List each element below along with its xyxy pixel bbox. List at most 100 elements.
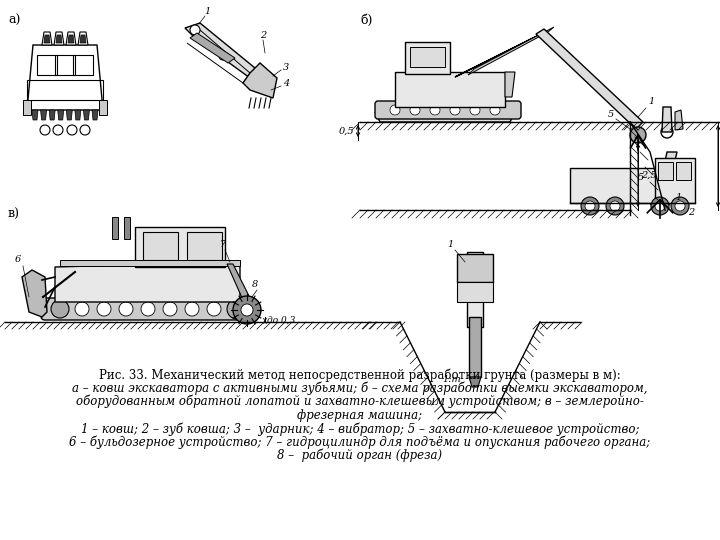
Polygon shape xyxy=(662,107,672,132)
Circle shape xyxy=(141,302,155,316)
Text: 3: 3 xyxy=(283,63,289,72)
Bar xyxy=(187,232,222,260)
Circle shape xyxy=(390,105,400,115)
Bar xyxy=(135,227,225,267)
FancyBboxPatch shape xyxy=(41,298,244,320)
Circle shape xyxy=(630,127,646,143)
Bar xyxy=(395,72,505,107)
Bar xyxy=(467,252,483,327)
Circle shape xyxy=(610,201,620,211)
Text: 5: 5 xyxy=(608,110,614,119)
Polygon shape xyxy=(75,110,81,120)
Circle shape xyxy=(190,25,200,35)
Polygon shape xyxy=(190,33,235,63)
Text: фрезерная машина;: фрезерная машина; xyxy=(297,408,423,422)
Text: 2: 2 xyxy=(688,208,694,217)
Polygon shape xyxy=(455,32,545,77)
Polygon shape xyxy=(22,270,47,317)
Text: б): б) xyxy=(360,14,372,27)
Text: в): в) xyxy=(8,208,20,221)
Polygon shape xyxy=(227,264,251,300)
Polygon shape xyxy=(66,32,76,45)
Bar xyxy=(469,317,481,377)
Polygon shape xyxy=(468,27,554,75)
Text: оборудованным обратной лопатой и захватно-клешевым устройством; в – землеройно-: оборудованным обратной лопатой и захватн… xyxy=(76,395,644,408)
Text: 2,5: 2,5 xyxy=(641,171,657,179)
Polygon shape xyxy=(55,262,240,302)
Polygon shape xyxy=(185,23,255,78)
Circle shape xyxy=(51,300,69,318)
Polygon shape xyxy=(68,35,74,43)
Circle shape xyxy=(470,105,480,115)
Bar xyxy=(23,100,31,115)
Polygon shape xyxy=(84,110,89,120)
Bar xyxy=(55,55,75,75)
Polygon shape xyxy=(78,32,88,45)
Text: 4: 4 xyxy=(283,79,289,88)
Circle shape xyxy=(650,190,670,210)
Bar xyxy=(60,260,240,266)
Polygon shape xyxy=(54,32,64,45)
Polygon shape xyxy=(675,110,683,130)
Polygon shape xyxy=(469,377,481,387)
Polygon shape xyxy=(80,35,86,43)
Text: 6 – бульдозерное устройство; 7 – гидроцилиндр для подъёма и опускания рабочего о: 6 – бульдозерное устройство; 7 – гидроци… xyxy=(69,435,651,449)
Bar xyxy=(457,254,493,282)
Text: 1: 1 xyxy=(648,97,654,106)
Text: 0,5: 0,5 xyxy=(338,126,354,136)
Circle shape xyxy=(585,201,595,211)
Text: 1 – ковш; 2 – зуб ковша; 3 –  ударник; 4 – вибратор; 5 – захватно-клешевое устро: 1 – ковш; 2 – зуб ковша; 3 – ударник; 4 … xyxy=(81,422,639,435)
Circle shape xyxy=(410,105,420,115)
Bar xyxy=(658,162,673,180)
Polygon shape xyxy=(32,110,38,120)
Circle shape xyxy=(606,197,624,215)
Polygon shape xyxy=(42,32,52,45)
FancyBboxPatch shape xyxy=(375,101,521,119)
Circle shape xyxy=(207,302,221,316)
Text: 7: 7 xyxy=(220,240,226,249)
Text: 6: 6 xyxy=(15,255,22,264)
Text: 1:m: 1:m xyxy=(443,375,462,384)
Circle shape xyxy=(450,105,460,115)
Text: а): а) xyxy=(8,14,20,27)
Text: до 0,3: до 0,3 xyxy=(267,315,295,325)
Circle shape xyxy=(671,197,689,215)
Bar xyxy=(37,55,57,75)
Circle shape xyxy=(651,197,669,215)
Circle shape xyxy=(661,126,673,138)
Bar xyxy=(676,162,691,180)
Bar xyxy=(410,47,445,67)
Circle shape xyxy=(53,302,67,316)
Bar xyxy=(570,168,665,203)
Polygon shape xyxy=(44,35,50,43)
Polygon shape xyxy=(375,112,515,122)
Circle shape xyxy=(229,302,243,316)
Circle shape xyxy=(581,197,599,215)
Polygon shape xyxy=(40,110,47,120)
Polygon shape xyxy=(66,110,72,120)
Circle shape xyxy=(185,302,199,316)
Bar xyxy=(73,55,93,75)
Bar xyxy=(124,217,130,239)
Text: 2: 2 xyxy=(260,31,266,40)
Polygon shape xyxy=(92,110,98,120)
Polygon shape xyxy=(536,29,643,129)
Polygon shape xyxy=(58,110,63,120)
Polygon shape xyxy=(505,72,515,97)
Bar xyxy=(27,80,103,100)
Text: а – ковш экскаватора с активными зубьями; б – схема разработки выемки экскаватор: а – ковш экскаватора с активными зубьями… xyxy=(72,381,648,395)
Circle shape xyxy=(430,105,440,115)
Circle shape xyxy=(219,52,227,60)
Bar xyxy=(143,232,178,260)
Text: 1: 1 xyxy=(204,7,210,16)
Circle shape xyxy=(233,296,261,324)
Text: 1: 1 xyxy=(675,193,681,202)
Polygon shape xyxy=(658,152,677,195)
Circle shape xyxy=(655,201,665,211)
Text: 8 –  рабочий орган (фреза): 8 – рабочий орган (фреза) xyxy=(277,449,443,462)
Bar xyxy=(457,282,493,302)
Circle shape xyxy=(163,302,177,316)
Circle shape xyxy=(119,302,133,316)
Circle shape xyxy=(675,201,685,211)
Bar xyxy=(112,217,118,239)
